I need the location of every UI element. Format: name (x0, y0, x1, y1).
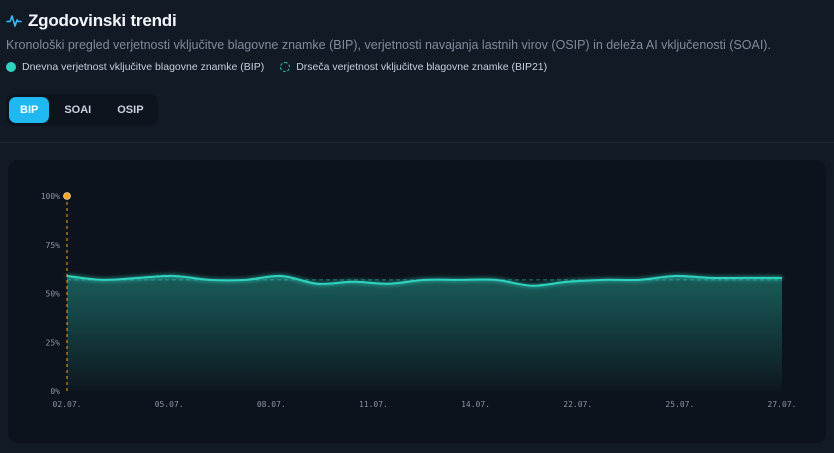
y-tick-label: 100% (41, 192, 60, 201)
daily-series-line (66, 274, 782, 287)
divider (0, 142, 834, 143)
legend-label-daily: Dnevna verjetnost vključitve blagovne zn… (22, 61, 265, 73)
series-area (67, 275, 782, 391)
legend-solid-dot-icon (6, 62, 16, 72)
plot-area (63, 192, 782, 391)
marker-point (63, 192, 71, 200)
y-tick-label: 25% (46, 338, 61, 347)
y-tick-label: 50% (46, 290, 61, 299)
x-tick-label: 25.07. (665, 400, 694, 409)
trend-chart: 0% 25% 50% 75% 100% 02.07. 05.07. 08.07. 11.07.… (41, 192, 797, 409)
title-row: Zgodovinski trendi (6, 10, 824, 32)
legend-item-rolling: Drseča verjetnost vključitve blagovne zn… (280, 61, 547, 73)
x-tick-label: 14.07. (461, 400, 490, 409)
x-tick-label: 22.07. (563, 400, 592, 409)
x-tick-label: 02.07. (53, 400, 82, 409)
legend-item-daily: Dnevna verjetnost vključitve blagovne zn… (6, 61, 264, 73)
chart-card: 0% 25% 50% 75% 100% 02.07. 05.07. 08.07. 11.07.… (8, 160, 826, 443)
x-tick-label: 27.07. (768, 400, 797, 409)
tab-osip[interactable]: OSIP (117, 104, 144, 116)
x-tick-label: 05.07. (155, 400, 184, 409)
page-title: Zgodovinski trendi (28, 11, 177, 30)
tab-soai[interactable]: SOAI (64, 104, 92, 116)
y-tick-label: 75% (46, 241, 61, 250)
activity-pulse-icon (6, 13, 22, 29)
legend-dashed-dot-icon (280, 62, 291, 72)
x-tick-label: 08.07. (257, 400, 286, 409)
legend-label-rolling: Drseča verjetnost vključitve blagovne zn… (296, 61, 548, 73)
x-tick-label: 11.07. (359, 400, 388, 409)
y-tick-label: 0% (50, 387, 60, 396)
chart-legend: Dnevna verjetnost vključitve blagovne zn… (6, 61, 824, 73)
metric-tabs: BIP SOAI OSIP (6, 94, 158, 126)
x-axis: 02.07. 05.07. 08.07. 11.07. 14.07. 22.07. 25.0… (53, 400, 797, 409)
y-axis: 0% 25% 50% 75% 100% (41, 192, 60, 396)
tab-bip[interactable]: BIP (9, 97, 50, 123)
page-subtitle: Kronološki pregled verjetnosti vključitv… (6, 38, 771, 52)
header: Zgodovinski trendi Kronološki pregled ve… (6, 10, 824, 73)
